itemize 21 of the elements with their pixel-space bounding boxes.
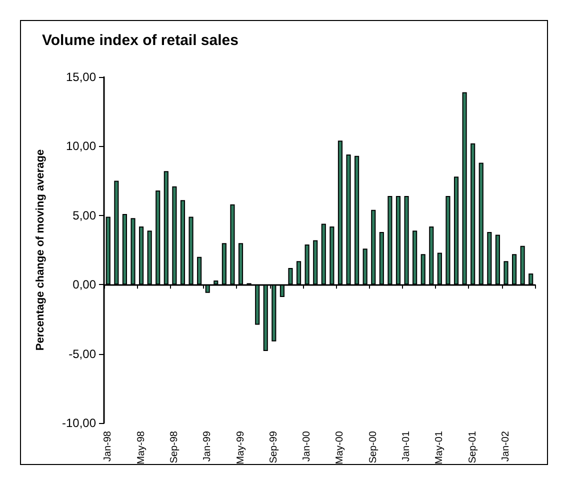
x-tick-label: Sep-00 (368, 430, 379, 464)
y-tick-label: 15,00 (66, 70, 96, 84)
chart-title: Volume index of retail sales (42, 32, 238, 49)
x-tick-label: May-00 (334, 430, 346, 464)
x-tick-label: Jan-98 (102, 430, 114, 462)
x-tick-label: Jan-99 (202, 430, 214, 462)
x-tick-label: May-01 (434, 430, 446, 464)
x-tick-label: Sep-99 (268, 430, 280, 464)
y-axis-title: Percentage change of moving average (34, 149, 46, 351)
x-tick-label: Jan-00 (302, 430, 313, 462)
x-tick-label: Jan-02 (500, 430, 512, 462)
y-tick-label: -5,00 (68, 346, 96, 361)
x-tick-label: Jan-01 (401, 430, 412, 462)
y-tick-label: 0,00 (72, 278, 96, 292)
x-tick-label: May-99 (235, 430, 246, 464)
y-tick-label: 10,00 (66, 139, 96, 154)
y-tick-label: 5,00 (72, 208, 96, 222)
x-tick-label: Sep-01 (467, 430, 478, 464)
x-tick-label: Sep-98 (168, 430, 180, 464)
x-tick-label: May-98 (136, 430, 147, 464)
y-tick-label: -10,00 (62, 416, 96, 430)
